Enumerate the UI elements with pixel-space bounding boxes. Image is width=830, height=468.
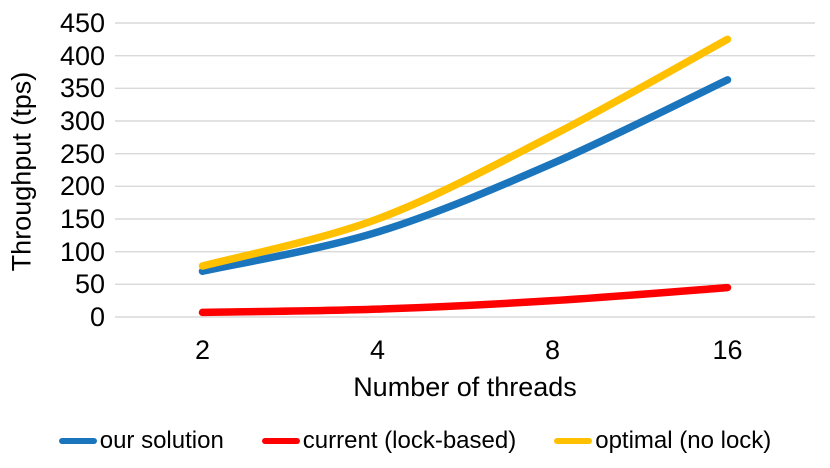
legend-item: optimal (no lock)	[554, 426, 771, 456]
legend-label: current (lock-based)	[302, 427, 517, 454]
x-tick-label: 2	[194, 335, 211, 365]
x-tick-label: 8	[544, 335, 561, 365]
y-tick-label: 50	[74, 269, 105, 300]
y-tick-label: 200	[59, 171, 105, 202]
legend-line-marker-icon	[554, 438, 593, 444]
y-tick-label: 300	[59, 106, 105, 136]
y-tick-label: 350	[59, 73, 105, 104]
y-tick-label: 0	[89, 302, 105, 332]
y-tick-label: 400	[59, 40, 105, 71]
y-tick-label: 100	[59, 236, 105, 267]
legend-line-marker-icon	[58, 438, 97, 444]
series-line-current-lock-based-	[198, 283, 732, 317]
plot-area	[115, 22, 815, 318]
series-line-optimal-no-lock-	[198, 35, 732, 270]
y-tick-label: 450	[59, 8, 105, 38]
legend-label: optimal (no lock)	[595, 427, 772, 454]
chart-legend: our solution current (lock-based) optimal …	[0, 426, 830, 456]
y-tick-label: 150	[59, 204, 105, 234]
legend-item: current (lock-based)	[261, 426, 517, 456]
x-tick-label: 16	[712, 335, 743, 365]
series-line-our-solution	[198, 76, 732, 276]
x-axis-title: Number of threads	[353, 372, 577, 402]
legend-line-marker-icon	[261, 438, 300, 444]
x-tick-label: 4	[369, 335, 386, 365]
y-tick-label: 250	[59, 138, 105, 169]
legend-label: our solution	[99, 427, 224, 454]
legend-item: our solution	[58, 426, 224, 456]
